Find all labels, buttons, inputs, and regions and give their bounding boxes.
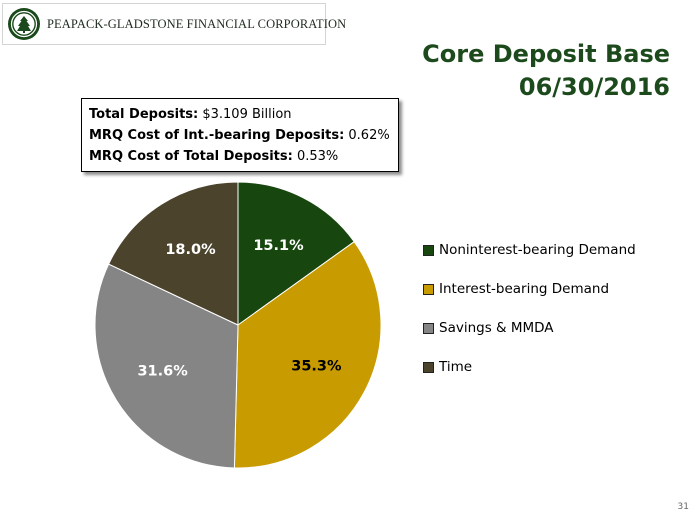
deposit-summary-box: Total Deposits: $3.109 Billion MRQ Cost … bbox=[81, 98, 399, 172]
legend-swatch bbox=[423, 361, 434, 373]
company-seal-icon bbox=[8, 8, 40, 40]
legend-label: Savings & MMDA bbox=[439, 320, 554, 336]
total-deposits-label: Total Deposits: bbox=[89, 107, 199, 122]
legend-label: Interest-bearing Demand bbox=[439, 281, 610, 297]
company-logo: PEAPACK-GLADSTONE FINANCIAL CORPORATION bbox=[2, 3, 346, 45]
pie-slice-labels: 15.1% 35.3% 31.6% 18.0% bbox=[137, 238, 342, 380]
slice-label-interest-bearing: 35.3% bbox=[291, 359, 342, 375]
cost-int-bearing-line: MRQ Cost of Int.-bearing Deposits: 0.62% bbox=[89, 125, 392, 146]
legend-swatch bbox=[423, 283, 434, 295]
page-number: 31 bbox=[677, 502, 689, 512]
slice-label-savings-mmda: 31.6% bbox=[137, 364, 188, 380]
cost-int-bearing-label: MRQ Cost of Int.-bearing Deposits: bbox=[89, 128, 345, 143]
pie-slices bbox=[94, 181, 382, 469]
cost-int-bearing-value: 0.62% bbox=[344, 128, 390, 143]
legend-item-savings-mmda: Savings & MMDA bbox=[423, 317, 636, 339]
pie-slice-time bbox=[107, 181, 239, 326]
legend-item-noninterest-bearing: Noninterest-bearing Demand bbox=[423, 239, 636, 261]
title-line-1: Core Deposit Base bbox=[422, 40, 670, 68]
slice-label-time: 18.0% bbox=[165, 242, 216, 258]
title-line-2: 06/30/2016 bbox=[518, 73, 670, 101]
slide-title: Core Deposit Base 06/30/2016 bbox=[422, 38, 670, 104]
total-deposits-value: $3.109 Billion bbox=[198, 107, 292, 122]
company-name: PEAPACK-GLADSTONE FINANCIAL CORPORATION bbox=[47, 16, 347, 31]
legend-label: Noninterest-bearing Demand bbox=[439, 242, 636, 258]
pie-slice-noninterest-bearing bbox=[237, 181, 355, 326]
cost-total-deposits-value: 0.53% bbox=[292, 149, 339, 164]
total-deposits-line: Total Deposits: $3.109 Billion bbox=[89, 104, 392, 125]
slice-label-noninterest-bearing: 15.1% bbox=[253, 238, 304, 254]
chart-legend: Noninterest-bearing Demand Interest-bear… bbox=[423, 239, 636, 395]
cost-total-deposits-label: MRQ Cost of Total Deposits: bbox=[89, 149, 293, 164]
pie-slice-interest-bearing bbox=[233, 240, 382, 469]
legend-swatch bbox=[423, 322, 434, 334]
cost-total-deposits-line: MRQ Cost of Total Deposits: 0.53% bbox=[89, 146, 392, 167]
legend-swatch bbox=[423, 244, 434, 256]
legend-item-interest-bearing: Interest-bearing Demand bbox=[423, 278, 636, 300]
legend-label: Time bbox=[439, 359, 473, 375]
pie-slice-savings-mmda bbox=[94, 263, 239, 469]
legend-item-time: Time bbox=[423, 356, 636, 378]
